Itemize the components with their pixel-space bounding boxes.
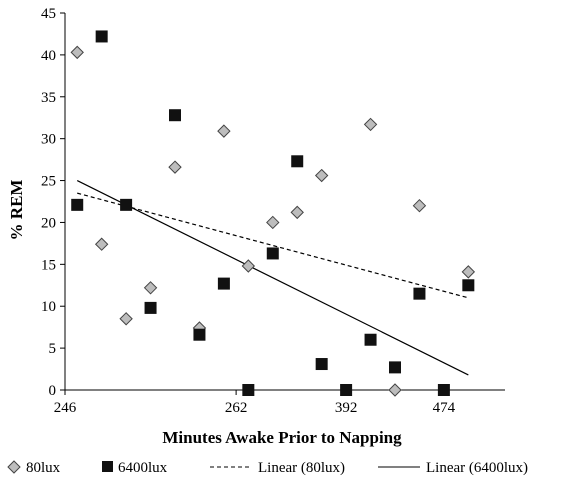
point-6400lux	[462, 279, 475, 292]
y-tick-label: 35	[41, 90, 56, 106]
point-6400lux	[144, 301, 157, 314]
point-6400lux	[242, 384, 255, 396]
legend-item-80lux: 80lux	[7, 460, 61, 476]
point-6400lux	[364, 333, 377, 346]
point-80lux	[290, 205, 304, 220]
point-80lux	[241, 259, 256, 273]
y-ticks: 0 5 10 15 20 25 30 35 40 45	[41, 6, 65, 399]
y-tick-label: 20	[41, 215, 56, 231]
y-axis-title: % REM	[7, 180, 26, 241]
point-6400lux	[217, 277, 230, 290]
legend-label-linear-80lux: Linear (80lux)	[258, 460, 345, 476]
y-tick-label: 40	[41, 48, 56, 64]
legend-diamond-marker	[7, 460, 21, 474]
point-80lux	[94, 237, 109, 251]
point-80lux	[314, 168, 329, 183]
x-tick-label: 246	[54, 400, 77, 416]
data-points	[70, 30, 476, 397]
legend-label-80lux: 80lux	[26, 460, 61, 476]
x-tick-label: 474	[433, 400, 456, 416]
point-6400lux	[315, 358, 328, 371]
point-80lux	[119, 312, 133, 326]
legend-label-6400lux: 6400lux	[118, 460, 168, 476]
point-6400lux	[437, 384, 450, 396]
y-tick-label: 15	[41, 257, 56, 273]
point-6400lux	[193, 328, 206, 341]
point-80lux	[143, 281, 158, 295]
legend-square-marker	[102, 461, 113, 472]
legend-item-linear-6400lux: Linear (6400lux)	[378, 460, 528, 476]
point-80lux	[461, 265, 476, 279]
point-6400lux	[120, 198, 133, 211]
y-tick-label: 25	[41, 174, 56, 190]
x-ticks: 246 262 392 474	[54, 390, 456, 416]
y-tick-label: 30	[41, 132, 56, 148]
legend-label-linear-6400lux: Linear (6400lux)	[426, 460, 528, 476]
y-tick-label: 10	[41, 299, 56, 315]
trendlines	[76, 180, 469, 376]
point-6400lux	[95, 30, 108, 43]
point-80lux	[363, 117, 378, 132]
point-6400lux	[413, 287, 426, 300]
point-6400lux	[340, 384, 353, 396]
point-80lux	[168, 160, 182, 174]
y-tick-label: 5	[49, 341, 57, 357]
point-80lux	[388, 383, 402, 397]
point-80lux	[70, 45, 84, 60]
x-axis-title: Minutes Awake Prior to Napping	[162, 428, 402, 447]
y-tick-label: 45	[41, 6, 56, 22]
point-80lux	[266, 215, 280, 230]
legend-item-6400lux: 6400lux	[102, 460, 168, 476]
point-80lux	[412, 198, 427, 213]
trendline	[77, 192, 469, 299]
trendline	[76, 180, 469, 376]
legend-item-linear-80lux: Linear (80lux)	[210, 460, 345, 476]
point-80lux	[217, 124, 231, 138]
point-6400lux	[389, 361, 401, 374]
legend: 80lux 6400lux Linear (80lux) Linear (640…	[7, 460, 528, 476]
axes	[64, 13, 505, 391]
point-6400lux	[291, 155, 304, 168]
point-6400lux	[266, 247, 279, 260]
point-6400lux	[169, 109, 181, 122]
point-6400lux	[71, 198, 84, 211]
y-tick-label: 0	[49, 383, 57, 399]
x-tick-label: 392	[335, 400, 358, 416]
x-tick-label: 262	[225, 400, 248, 416]
